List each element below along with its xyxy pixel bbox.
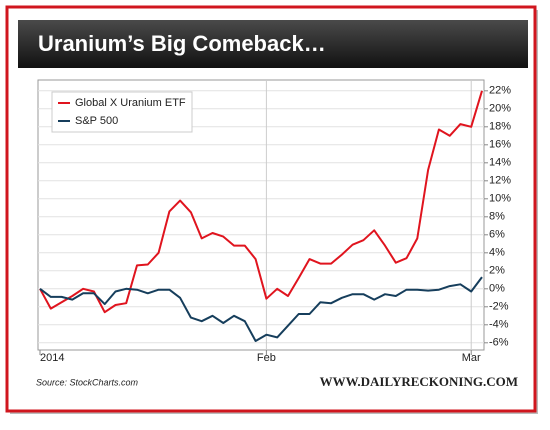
y-tick-label: 18%	[489, 121, 511, 133]
y-tick-label: 2%	[489, 265, 505, 277]
y-tick-label: 14%	[489, 157, 511, 169]
x-tick-label: 2014	[40, 352, 64, 364]
y-tick-label: 6%	[489, 229, 505, 241]
source: Source: StockCharts.com	[36, 377, 139, 387]
legend-box	[51, 91, 193, 133]
y-tick-label: 16%	[489, 139, 511, 151]
chart-title: Uranium’s Big Comeback…	[38, 31, 326, 56]
credit: WWW.DAILYRECKONING.COM	[320, 374, 518, 389]
y-tick-label: 22%	[489, 85, 511, 97]
y-tick-label: 20%	[489, 103, 511, 115]
y-tick-label: 4%	[489, 247, 505, 259]
y-tick-label: -4%	[489, 319, 509, 331]
legend-label: S&P 500	[75, 115, 118, 127]
title-bar	[18, 20, 528, 68]
y-tick-label: 12%	[489, 175, 511, 187]
line-series	[39, 90, 483, 314]
y-tick-label: 8%	[489, 211, 505, 223]
x-tick-label: Feb	[257, 352, 276, 364]
x-tick-label: Mar	[462, 352, 481, 364]
y-tick-label: -6%	[489, 337, 509, 349]
y-tick-label: 0%	[489, 283, 505, 295]
y-tick-label: 10%	[489, 193, 511, 205]
legend-label: Global X Uranium ETF	[75, 97, 186, 109]
line-series	[39, 276, 483, 342]
y-tick-label: -2%	[489, 301, 509, 313]
